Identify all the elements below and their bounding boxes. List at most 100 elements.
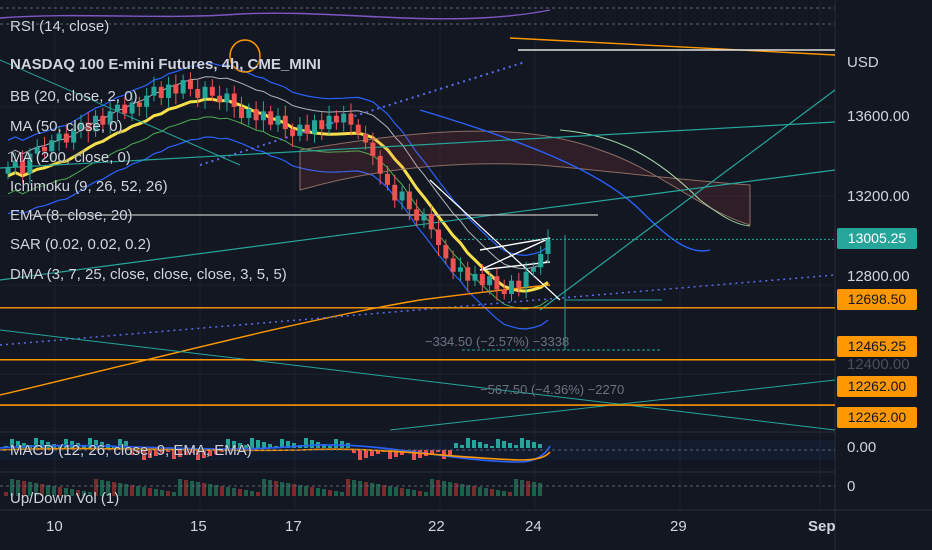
volume-bar xyxy=(352,480,356,496)
pennant-lines xyxy=(479,237,551,271)
volume-bar xyxy=(496,490,500,496)
symbol-title[interactable]: NASDAQ 100 E-mini Futures, 4h, CME_MINI xyxy=(10,56,321,73)
candle-body xyxy=(217,95,223,103)
y-tick-label: 13600.00 xyxy=(847,108,910,125)
indicator-label[interactable]: Up/Down Vol (1) xyxy=(10,490,120,507)
candle-body xyxy=(392,184,398,201)
macd-histogram-bar xyxy=(508,443,512,448)
volume-bar xyxy=(106,481,110,496)
currency-label: USD xyxy=(847,54,879,71)
macd-histogram-bar xyxy=(64,439,68,448)
candle-body xyxy=(326,115,332,130)
macd-histogram-bar xyxy=(70,441,74,448)
volume-bar xyxy=(298,485,302,496)
x-tick-label: 24 xyxy=(525,518,542,535)
macd-histogram-bar xyxy=(160,450,164,454)
volume-bar xyxy=(406,489,410,496)
macd-histogram-bar xyxy=(502,441,506,448)
candle-body xyxy=(333,115,339,123)
volume-bar xyxy=(208,484,212,496)
volume-bar xyxy=(232,488,236,496)
candle-body xyxy=(71,129,77,143)
candle-body xyxy=(158,86,164,98)
macd-histogram-bar xyxy=(220,450,224,452)
x-tick-label: 22 xyxy=(428,518,445,535)
volume-bar xyxy=(82,491,86,496)
candle-body xyxy=(268,111,274,125)
candle-body xyxy=(209,86,215,96)
indicator-label[interactable]: SAR (0.02, 0.02, 0.2) xyxy=(10,236,151,253)
volume-bar xyxy=(274,481,278,496)
candle-body xyxy=(275,115,281,125)
candle-body xyxy=(509,280,515,295)
x-tick-label: 10 xyxy=(46,518,63,535)
macd-histogram-bar xyxy=(358,450,362,460)
macd-histogram-bar xyxy=(166,450,170,452)
candle-body xyxy=(282,115,288,130)
candle-body xyxy=(348,113,354,125)
indicator-label[interactable]: MACD (12, 26, close, 9, EMA, EMA) xyxy=(10,442,252,459)
indicator-label[interactable]: BB (20, close, 2, 0) xyxy=(10,88,138,105)
lower-panes xyxy=(0,9,835,496)
indicator-label[interactable]: MA (200, close, 0) xyxy=(10,149,131,166)
bb-upper-line xyxy=(7,62,549,257)
volume-bar xyxy=(196,482,200,496)
measurement-label: −334.50 (−2.57%) −3338 xyxy=(425,334,570,349)
macd-histogram-bar xyxy=(10,439,14,448)
candle-body xyxy=(545,239,551,254)
macd-histogram-bar xyxy=(184,450,188,455)
volume-bar xyxy=(130,485,134,496)
macd-histogram-bar xyxy=(226,439,230,448)
indicator-label[interactable]: MA (50, close, 0) xyxy=(10,118,123,135)
candle-body xyxy=(129,102,135,114)
highlight-circle xyxy=(229,39,261,73)
candle-body xyxy=(63,133,69,143)
macd-histogram-bar xyxy=(178,450,182,457)
trend-line-2 xyxy=(0,169,836,281)
macd-histogram-bar xyxy=(496,439,500,448)
volume-bar xyxy=(154,489,158,496)
volume-bar xyxy=(214,485,218,496)
macd-histogram-bar xyxy=(190,450,194,453)
volume-bar xyxy=(124,484,128,496)
volume-bar xyxy=(172,492,176,496)
candle-body xyxy=(12,160,18,168)
macd-histogram-bar xyxy=(448,450,452,457)
volume-bar xyxy=(100,480,104,496)
indicator-label[interactable]: RSI (14, close) xyxy=(10,18,110,35)
macd-histogram-bar xyxy=(196,450,200,460)
candle-body xyxy=(136,102,142,107)
volume-bar xyxy=(10,479,14,496)
candle-body xyxy=(290,129,296,136)
candle-body xyxy=(421,213,427,221)
trend-line-6 xyxy=(0,59,241,166)
volume-bar xyxy=(4,492,8,496)
projected-line xyxy=(419,109,711,252)
macd-histogram-bar xyxy=(232,441,236,448)
volume-bar xyxy=(478,487,482,496)
candle-body xyxy=(100,115,106,125)
macd-histogram-bar xyxy=(214,450,218,454)
volume-bar xyxy=(424,492,428,496)
indicator-label[interactable]: EMA (8, close, 20) xyxy=(10,207,133,224)
candle-body xyxy=(377,155,383,174)
volume-bar xyxy=(310,487,314,496)
candle-body xyxy=(428,213,434,230)
volume-bar xyxy=(484,488,488,496)
macd-histogram-bar xyxy=(466,438,470,448)
volume-bar xyxy=(358,481,362,496)
indicator-label[interactable]: DMA (3, 7, 25, close, close, close, 3, 5… xyxy=(10,266,287,283)
macd-histogram-bar xyxy=(520,438,524,448)
volume-bar xyxy=(118,483,122,496)
candle-body xyxy=(516,280,522,288)
macd-histogram-bar xyxy=(322,444,326,448)
indicator-label[interactable]: Ichimoku (9, 26, 52, 26) xyxy=(10,178,168,195)
candle-body xyxy=(479,274,485,286)
macd-histogram-bar xyxy=(328,446,332,448)
volume-bar xyxy=(334,491,338,496)
candle-body xyxy=(49,140,55,152)
volume-bar xyxy=(64,488,68,496)
price-badge: 12262.00 xyxy=(837,376,917,397)
